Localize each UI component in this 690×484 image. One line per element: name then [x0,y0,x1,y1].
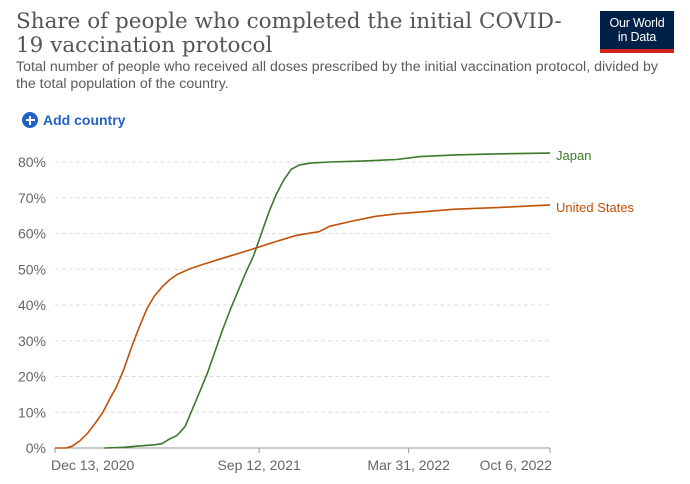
owid-logo[interactable]: Our World in Data [600,11,674,53]
y-tick-label: 50% [18,261,46,277]
logo-line1: Our World [609,16,665,30]
add-country-button[interactable]: Add country [22,112,125,128]
plus-circle-icon [22,112,38,128]
series-line-united-states[interactable] [55,204,551,449]
x-tick-label: Dec 13, 2020 [51,457,134,473]
y-tick-label: 0% [26,440,46,456]
chart-subtitle: Total number of people who received all … [16,59,658,92]
logo-line2: in Data [617,30,657,44]
series-label[interactable]: United States [556,200,635,215]
x-tick-label: Sep 12, 2021 [217,457,301,473]
y-tick-label: 30% [18,333,46,349]
series-line-japan[interactable] [104,152,551,449]
y-tick-label: 40% [18,297,46,313]
logo-accent-bar [600,49,674,53]
y-axis-ticks: 0% 10% 20% 30% 40% 50% 60% 70% 80% [18,154,46,456]
y-tick-label: 10% [18,404,46,420]
chart-title: Share of people who completed the initia… [16,9,562,58]
chart-gridlines [55,161,550,413]
x-tick-label: Mar 31, 2022 [367,457,450,473]
y-tick-label: 60% [18,226,46,242]
x-axis: Dec 13, 2020 Sep 12, 2021 Mar 31, 2022 Oct … [51,447,553,473]
y-tick-label: 70% [18,190,46,206]
series-label[interactable]: Japan [556,148,591,163]
x-tick-label: Oct 6, 2022 [480,457,553,473]
chart-series: Japan United States [55,148,635,449]
add-country-label: Add country [43,112,126,128]
y-tick-label: 20% [18,369,46,385]
y-tick-label: 80% [18,154,46,170]
